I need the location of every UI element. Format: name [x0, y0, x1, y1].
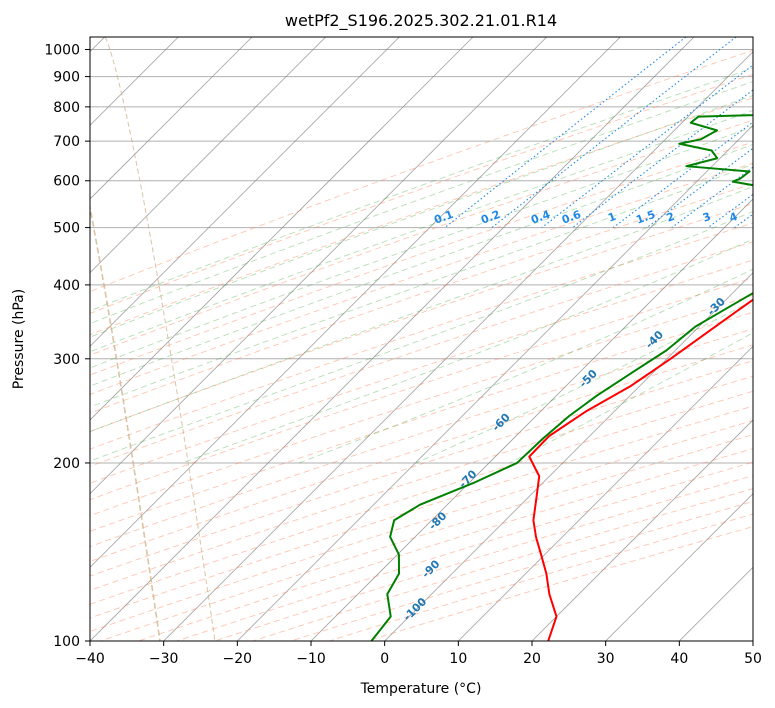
y-tick-label: 400: [53, 278, 80, 294]
dry-adiabat: [90, 119, 753, 356]
moist-adiabat: [90, 109, 753, 353]
dry-adiabat: [90, 277, 753, 501]
skewed-isotherm: [90, 37, 400, 347]
temperature-line: [528, 298, 753, 641]
dry-adiabat: [90, 311, 753, 532]
skewed-isotherm: [531, 419, 753, 641]
skewed-isotherm: [90, 37, 621, 568]
mixing-ratio-label: 1: [606, 210, 618, 225]
skewed-isotherm: [90, 37, 474, 421]
dewpoint-line: [370, 114, 753, 641]
x-tick-label: 50: [744, 651, 762, 667]
skewed-isotherm: [605, 493, 753, 641]
y-axis: 100 200 300 400 500 600 700 800 900 1000: [44, 43, 90, 650]
x-tick-label: 30: [597, 651, 615, 667]
y-tick-label: 200: [53, 456, 80, 472]
x-tick-label: −40: [75, 651, 105, 667]
y-axis-title: Pressure (hPa): [11, 289, 27, 389]
x-tick-label: −30: [149, 651, 179, 667]
skewed-isotherm: [384, 272, 753, 641]
skewed-isotherm: [90, 37, 253, 200]
moist-adiabat: [90, 67, 753, 312]
mixing-ratio-line: [572, 89, 753, 229]
skewed-isotherm: [90, 37, 547, 495]
dry-adiabat: [90, 360, 753, 577]
mixing-ratio-line: [541, 64, 753, 229]
y-tick-label: 800: [53, 100, 80, 116]
skewed-isotherm: [458, 345, 753, 641]
dry-adiabat: [90, 141, 753, 376]
skewed-isotherm: [163, 51, 753, 641]
mixing-ratio-label: 0.2: [479, 208, 502, 227]
y-tick-label: 300: [53, 352, 80, 368]
dry-adiabat: [90, 49, 753, 293]
dry-adiabat: [90, 390, 753, 605]
series-layer: [370, 114, 753, 641]
moist-adiabat: [90, 80, 753, 325]
y-tick-label: 100: [53, 634, 80, 650]
x-tick-label: 20: [523, 651, 541, 667]
y-tick-label: 500: [53, 221, 80, 237]
skewed-isotherm: [310, 198, 753, 641]
moist-adiabat: [90, 186, 753, 433]
dry-adiabat: [90, 328, 753, 548]
y-tick-label: 900: [53, 70, 80, 86]
mixing-ratio-label: 2: [665, 210, 677, 225]
mixing-ratio-label: 4: [728, 210, 740, 225]
dry-adiabat: [90, 259, 753, 484]
mixing-ratio-label: 0.1: [432, 208, 455, 227]
mixing-ratio-label: 0.4: [529, 208, 552, 227]
mixing-ratio-label: 0.6: [560, 208, 583, 227]
mixing-ratio-label: 3: [701, 210, 713, 225]
dry-adiabat: [90, 162, 753, 395]
mixing-ratio-label: 1.5: [634, 208, 657, 227]
chart-title: wetPf2_S196.2025.302.21.01.R14: [285, 11, 557, 31]
x-axis-title: Temperature (°C): [360, 681, 482, 697]
outer-curve: [104, 37, 216, 641]
dry-adiabat: [90, 97, 753, 336]
dry-adiabat: [90, 183, 753, 414]
dry-adiabat: [90, 222, 753, 450]
x-tick-label: 40: [670, 651, 688, 667]
moist-adiabat: [90, 126, 753, 369]
moist-adiabat: [90, 210, 753, 462]
x-tick-label: 0: [380, 651, 389, 667]
background-lines: [90, 37, 753, 641]
mixing-ratio-line: [671, 166, 753, 229]
moist-adiabat: [90, 95, 753, 338]
y-tick-label: 700: [53, 134, 80, 150]
y-tick-label: 600: [53, 174, 80, 190]
moist-adiabat: [298, 268, 753, 464]
skewed-isotherm: [90, 37, 695, 641]
skewed-isotherm: [90, 37, 326, 274]
x-tick-label: 10: [449, 651, 467, 667]
dry-adiabat: [90, 73, 753, 314]
x-axis: −40 −30 −20 −10 0 10 20 30 40 50: [75, 641, 762, 667]
y-tick-label: 1000: [44, 43, 80, 59]
skewed-isotherm: [237, 124, 753, 641]
x-tick-label: −20: [223, 651, 253, 667]
moist-adiabat: [415, 300, 753, 464]
x-tick-label: −10: [296, 651, 326, 667]
plot-frame: [89, 36, 754, 642]
